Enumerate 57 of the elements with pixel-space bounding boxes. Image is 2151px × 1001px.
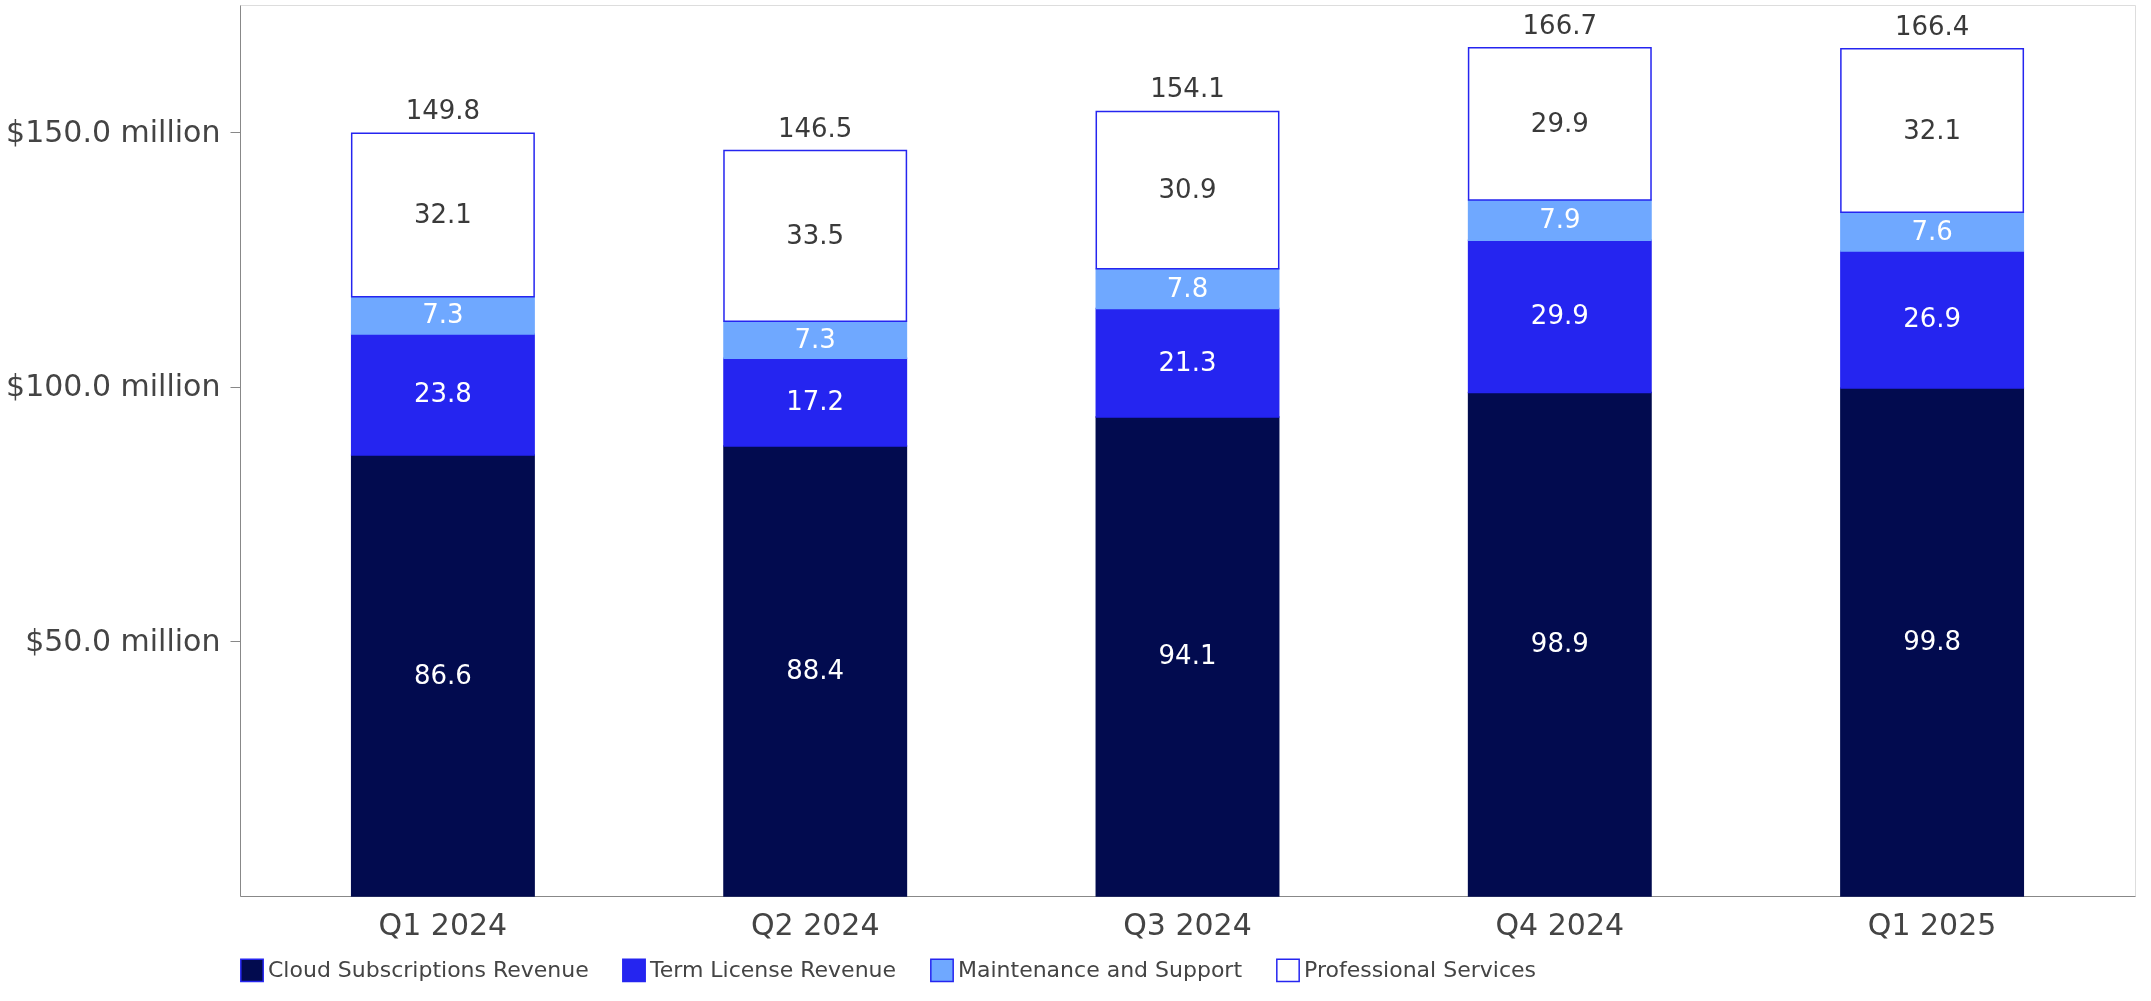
- x-tick-label: Q1 2025: [1867, 906, 1997, 942]
- legend-label: Professional Services: [1304, 957, 1536, 983]
- bar: [1467, 391, 1652, 897]
- bar: [1095, 267, 1280, 310]
- legend-label: Maintenance and Support: [958, 957, 1243, 983]
- x-tick-label: Q1 2024: [378, 906, 508, 942]
- data-label: 7.3: [794, 323, 836, 354]
- data-label: 32.1: [413, 199, 472, 230]
- total-label: 166.4: [1894, 10, 1970, 41]
- bar: [1095, 110, 1280, 270]
- bar: [1467, 47, 1652, 201]
- bar: [1840, 250, 2025, 389]
- total-label: 166.7: [1522, 9, 1598, 40]
- bar: [350, 333, 535, 456]
- total-label: 154.1: [1150, 73, 1225, 104]
- bar: [723, 149, 908, 322]
- data-label: 26.9: [1903, 303, 1962, 334]
- x-tick-label: Q2 2024: [750, 906, 880, 942]
- x-tick-label: Q3 2024: [1123, 906, 1252, 942]
- bar: [723, 320, 908, 360]
- data-label: 29.9: [1530, 300, 1589, 331]
- data-label: 17.2: [786, 386, 845, 417]
- data-label: 30.9: [1158, 174, 1217, 205]
- data-label: 32.1: [1903, 114, 1962, 145]
- bar: [350, 132, 535, 298]
- data-label: 94.1: [1158, 640, 1217, 671]
- bar: [723, 445, 908, 897]
- bar: [1840, 48, 2025, 213]
- bar: [1467, 239, 1652, 394]
- legend-label: Cloud Subscriptions Revenue: [268, 957, 589, 983]
- legend-label: Term License Revenue: [649, 957, 897, 983]
- y-tick-label: $150.0 million: [6, 113, 221, 149]
- data-label: 99.8: [1903, 625, 1962, 656]
- data-label: 7.3: [422, 299, 464, 330]
- data-label: 7.8: [1166, 272, 1209, 303]
- bar: [1095, 307, 1280, 418]
- y-tick-label: $50.0 million: [25, 622, 221, 658]
- data-label: 21.3: [1158, 346, 1217, 377]
- data-label: 98.9: [1530, 628, 1589, 659]
- data-label: 86.6: [413, 659, 472, 690]
- bar: [1840, 211, 2025, 252]
- data-label: 88.4: [786, 654, 845, 685]
- data-label: 29.9: [1530, 107, 1589, 138]
- data-label: 7.6: [1911, 215, 1953, 246]
- bar: [723, 357, 908, 447]
- x-tick-label: Q4 2024: [1495, 906, 1625, 942]
- bar: [1095, 416, 1280, 897]
- total-label: 149.8: [405, 95, 481, 126]
- bar: [350, 454, 535, 897]
- data-label: 33.5: [786, 219, 845, 250]
- bar: [350, 295, 535, 335]
- data-label: 23.8: [413, 378, 472, 409]
- y-tick-label: $100.0 million: [6, 368, 221, 404]
- data-label: 7.9: [1539, 204, 1581, 235]
- total-label: 146.5: [777, 112, 853, 143]
- bar: [1467, 199, 1652, 241]
- bar: [1840, 387, 2025, 897]
